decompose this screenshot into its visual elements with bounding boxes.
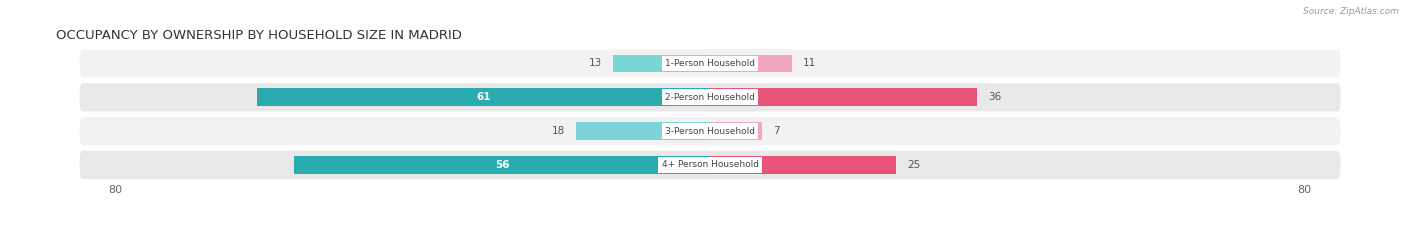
Bar	[710, 156, 896, 174]
Text: 56: 56	[495, 160, 509, 170]
Text: 7: 7	[773, 126, 780, 136]
Text: 61: 61	[477, 92, 491, 102]
Text: 18: 18	[553, 126, 565, 136]
Text: 13: 13	[589, 58, 602, 69]
Text: 4+ Person Household: 4+ Person Household	[662, 160, 758, 169]
Bar	[710, 55, 792, 72]
Bar	[710, 89, 977, 106]
FancyBboxPatch shape	[79, 82, 1341, 113]
Bar	[257, 89, 710, 106]
Text: 2-Person Household: 2-Person Household	[665, 93, 755, 102]
FancyBboxPatch shape	[79, 48, 1341, 79]
Text: Source: ZipAtlas.com: Source: ZipAtlas.com	[1303, 7, 1399, 16]
FancyBboxPatch shape	[79, 150, 1341, 180]
Text: 3-Person Household: 3-Person Household	[665, 127, 755, 136]
Text: 1-Person Household: 1-Person Household	[665, 59, 755, 68]
Bar	[710, 122, 762, 140]
Bar	[576, 122, 710, 140]
Text: 25: 25	[907, 160, 920, 170]
FancyBboxPatch shape	[79, 116, 1341, 146]
Text: 11: 11	[803, 58, 815, 69]
Bar	[613, 55, 710, 72]
Text: 36: 36	[988, 92, 1002, 102]
Bar	[294, 156, 710, 174]
Text: OCCUPANCY BY OWNERSHIP BY HOUSEHOLD SIZE IN MADRID: OCCUPANCY BY OWNERSHIP BY HOUSEHOLD SIZE…	[56, 28, 463, 41]
